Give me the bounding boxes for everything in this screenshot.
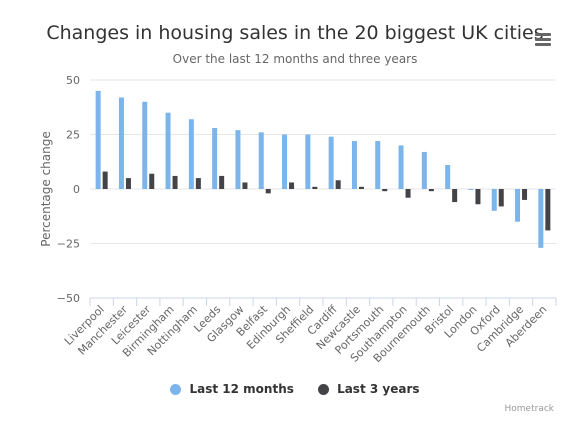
- bar-last-12-months-london[interactable]: [468, 189, 474, 190]
- bar-last-12-months-cardiff[interactable]: [328, 136, 334, 189]
- legend-label-last-3-years: Last 3 years: [337, 382, 420, 396]
- bar-last-3-years-london[interactable]: [475, 189, 481, 205]
- bar-last-12-months-birmingham[interactable]: [165, 112, 171, 189]
- y-axis-title: Percentage change: [39, 131, 53, 246]
- bar-last-3-years-portsmouth[interactable]: [382, 189, 388, 192]
- bar-last-3-years-manchester[interactable]: [125, 178, 131, 189]
- bar-last-12-months-nottingham[interactable]: [188, 119, 194, 189]
- bar-last-12-months-edinburgh[interactable]: [282, 134, 288, 190]
- chart-credits[interactable]: Hometrack: [504, 404, 554, 414]
- bar-last-3-years-oxford[interactable]: [498, 189, 504, 207]
- bar-last-12-months-newcastle[interactable]: [351, 141, 357, 189]
- legend-marker-last-12-months: [170, 383, 182, 395]
- hamburger-menu-icon-line: [535, 38, 551, 41]
- bar-last-3-years-bristol[interactable]: [452, 189, 458, 203]
- bar-last-12-months-southampton[interactable]: [398, 145, 404, 189]
- bar-last-3-years-cambridge[interactable]: [522, 189, 528, 200]
- bar-last-12-months-liverpool[interactable]: [95, 90, 101, 189]
- bar-last-3-years-southampton[interactable]: [405, 189, 411, 198]
- y-tick-label: 50: [66, 74, 80, 87]
- bar-last-3-years-edinburgh[interactable]: [289, 182, 295, 189]
- bar-last-3-years-glasgow[interactable]: [242, 182, 248, 189]
- chart-menu-button[interactable]: [530, 28, 556, 50]
- chart-subtitle: Over the last 12 months and three years: [172, 52, 418, 66]
- bar-last-12-months-leicester[interactable]: [142, 101, 148, 189]
- y-tick-label: −25: [57, 238, 80, 251]
- bar-last-3-years-belfast[interactable]: [265, 189, 271, 194]
- bar-last-3-years-nottingham[interactable]: [195, 178, 201, 189]
- bar-last-3-years-sheffield[interactable]: [312, 186, 318, 189]
- bar-last-12-months-leeds[interactable]: [212, 127, 218, 189]
- y-tick-label: 0: [73, 183, 80, 196]
- chart-legend: Last 12 months Last 3 years: [0, 382, 574, 398]
- hamburger-menu-icon-line: [535, 43, 551, 46]
- bar-last-12-months-aberdeen[interactable]: [538, 189, 544, 248]
- chart-title: Changes in housing sales in the 20 bigge…: [46, 22, 544, 44]
- bar-last-3-years-bournemouth[interactable]: [428, 189, 434, 192]
- legend-label-last-12-months: Last 12 months: [189, 382, 294, 396]
- bar-last-12-months-bournemouth[interactable]: [421, 151, 427, 189]
- hamburger-menu-icon: [535, 33, 551, 36]
- bar-last-3-years-aberdeen[interactable]: [545, 189, 551, 231]
- bar-last-12-months-sheffield[interactable]: [305, 134, 311, 190]
- bar-last-3-years-leicester[interactable]: [149, 173, 155, 189]
- y-tick-label: 25: [66, 129, 80, 142]
- bar-last-12-months-bristol[interactable]: [445, 165, 451, 189]
- bar-last-12-months-oxford[interactable]: [491, 189, 497, 211]
- bar-last-12-months-glasgow[interactable]: [235, 130, 241, 189]
- bar-last-12-months-portsmouth[interactable]: [375, 141, 381, 189]
- bar-last-3-years-cardiff[interactable]: [335, 180, 341, 189]
- bar-last-3-years-leeds[interactable]: [219, 175, 225, 189]
- legend-item-last-12-months[interactable]: Last 12 months: [170, 382, 294, 396]
- legend-item-last-3-years[interactable]: Last 3 years: [318, 382, 420, 396]
- bar-last-12-months-belfast[interactable]: [258, 132, 264, 189]
- y-tick-label: −50: [57, 292, 80, 305]
- legend-marker-last-3-years: [318, 383, 330, 395]
- bar-last-3-years-birmingham[interactable]: [172, 175, 178, 189]
- bar-last-12-months-manchester[interactable]: [118, 97, 124, 189]
- bar-last-12-months-cambridge[interactable]: [515, 189, 521, 222]
- bar-last-3-years-newcastle[interactable]: [358, 186, 364, 189]
- bar-last-3-years-liverpool[interactable]: [102, 171, 108, 189]
